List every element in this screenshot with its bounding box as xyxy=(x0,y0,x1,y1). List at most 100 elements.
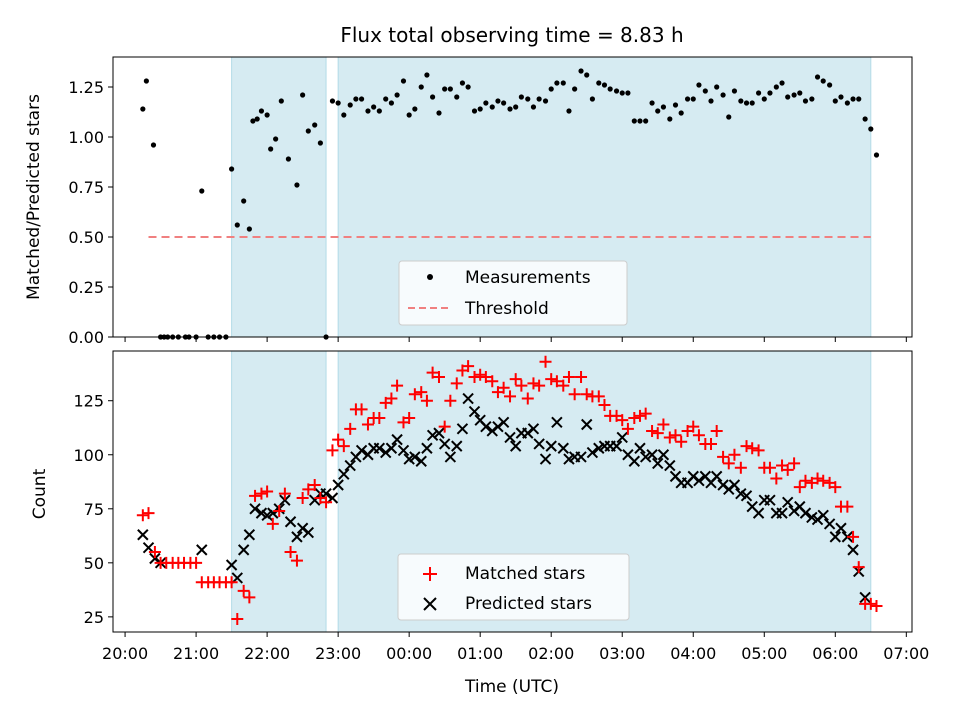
measurement-point xyxy=(312,122,318,128)
predicted-stars-point xyxy=(444,451,457,463)
matched-stars-point xyxy=(710,424,723,437)
matched-stars-point xyxy=(261,485,274,498)
predicted-stars-point xyxy=(539,453,552,465)
matched-stars-point xyxy=(621,422,634,435)
predicted-stars-point xyxy=(284,516,297,528)
measurement-point xyxy=(779,80,785,86)
top-y-ticks: 0.00 0.25 0.50 0.75 1.00 1.25 xyxy=(68,78,113,347)
matched-stars-point xyxy=(705,437,718,450)
measurement-point xyxy=(246,226,252,232)
bottom-ytick-label: 125 xyxy=(73,392,104,411)
measurement-point xyxy=(714,84,720,90)
measurement-point xyxy=(862,116,868,122)
predicted-stars-point xyxy=(776,507,788,519)
matched-stars-point xyxy=(231,613,244,626)
predicted-stars-point xyxy=(823,518,836,530)
matched-stars-point xyxy=(550,375,563,388)
measurement-point xyxy=(856,96,862,102)
measurement-point xyxy=(738,98,744,104)
matched-stars-point xyxy=(403,412,416,425)
legend-predicted-marker xyxy=(423,597,437,611)
measurement-point xyxy=(672,102,679,108)
xtick-label: 01:00 xyxy=(457,644,503,663)
measurement-point xyxy=(601,82,608,88)
measurement-point xyxy=(702,88,708,94)
matched-stars-point xyxy=(243,591,256,604)
measurement-point xyxy=(791,92,797,98)
predicted-stars-point xyxy=(468,405,481,418)
xtick-label: 07:00 xyxy=(883,644,929,663)
top-x-ticks xyxy=(124,337,907,342)
measurement-point xyxy=(643,118,649,124)
matched-stars-point xyxy=(515,379,528,392)
measurement-point xyxy=(371,104,377,110)
predicted-stars-point xyxy=(426,429,439,442)
chart-title: Flux total observing time = 8.83 h xyxy=(340,23,683,47)
matched-stars-point xyxy=(692,429,705,442)
matched-stars-point xyxy=(462,360,475,373)
measurement-point xyxy=(619,90,625,96)
measurement-point xyxy=(596,80,602,86)
predicted-stars-point xyxy=(551,416,563,429)
matched-stars-point xyxy=(580,388,593,401)
measurement-point xyxy=(424,72,430,78)
matched-stars-point xyxy=(657,418,670,431)
matched-stars-point xyxy=(521,392,534,405)
measurement-point xyxy=(229,166,235,172)
xtick-label: 06:00 xyxy=(812,644,858,663)
predicted-stars-point xyxy=(302,526,315,539)
measurement-point xyxy=(447,86,453,92)
matched-stars-point xyxy=(722,457,735,470)
measurement-point xyxy=(690,96,696,102)
matched-stars-point xyxy=(284,546,297,559)
predicted-stars-point xyxy=(196,544,208,556)
predicted-stars-point xyxy=(710,470,723,483)
measurement-point xyxy=(667,116,673,122)
predicted-stars-point xyxy=(646,449,658,461)
predicted-stars-point xyxy=(355,444,368,457)
matched-stars-point xyxy=(852,561,865,574)
measurement-point xyxy=(838,94,844,100)
predicted-stars-point xyxy=(657,449,670,461)
measurement-point xyxy=(726,114,732,120)
measurement-point xyxy=(868,126,874,132)
measurement-point xyxy=(507,106,513,112)
measurement-point xyxy=(394,92,400,98)
count-points xyxy=(137,356,883,626)
matched-stars-point xyxy=(190,556,203,569)
predicted-stars-point xyxy=(279,494,291,506)
measurement-point xyxy=(300,92,306,98)
matched-stars-point xyxy=(225,576,238,589)
measurement-point xyxy=(400,78,407,84)
matched-stars-point xyxy=(870,600,883,613)
matched-stars-point xyxy=(266,517,279,530)
predicted-stars-point xyxy=(652,457,664,470)
predicted-stars-point xyxy=(586,446,599,459)
measurement-point xyxy=(365,108,371,114)
predicted-stars-point xyxy=(527,423,540,435)
xtick-label: 22:00 xyxy=(244,644,290,663)
matched-stars-point xyxy=(444,394,457,407)
top-ytick-label: 0.25 xyxy=(68,278,104,297)
predicted-stars-point xyxy=(344,459,356,472)
matched-stars-point xyxy=(687,420,700,433)
matched-stars-point xyxy=(669,429,682,442)
measurement-point xyxy=(358,96,365,102)
measurement-point xyxy=(465,84,471,90)
predicted-stars-point xyxy=(581,418,593,431)
measurement-point xyxy=(678,110,684,116)
legend-measurements-label: Measurements xyxy=(465,268,591,288)
matched-stars-point xyxy=(450,377,463,390)
measurement-point xyxy=(802,98,809,104)
measurement-point xyxy=(844,100,850,106)
predicted-stars-point xyxy=(575,451,587,463)
predicted-stars-point xyxy=(664,459,676,472)
predicted-stars-point xyxy=(752,507,765,519)
measurement-point xyxy=(773,84,779,90)
measurement-point xyxy=(708,98,714,104)
matched-stars-point xyxy=(142,507,155,520)
measurement-point xyxy=(285,156,292,162)
predicted-stars-point xyxy=(438,438,451,450)
matched-stars-point xyxy=(841,500,854,513)
